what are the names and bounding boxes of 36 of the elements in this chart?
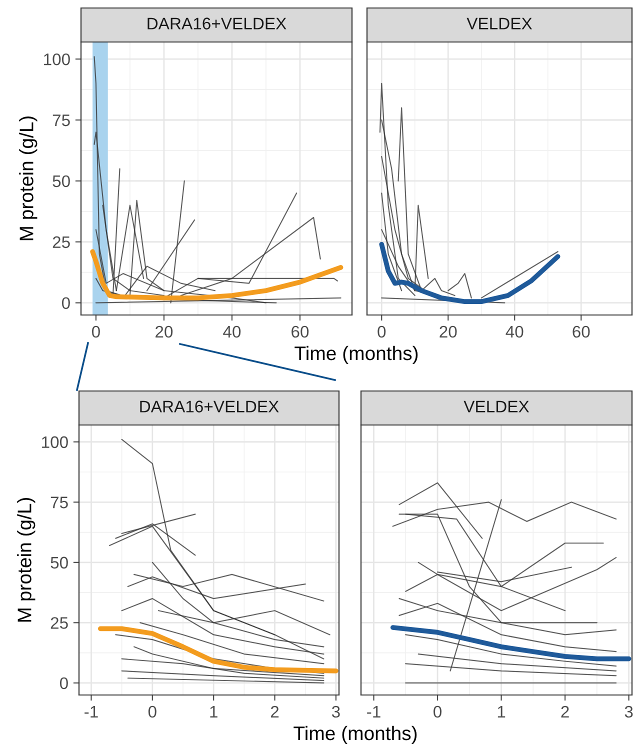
chart-title: VELDEX: [464, 400, 530, 412]
y-axis-title: M protein (g/L): [19, 116, 38, 240]
x-tick-label: 60: [292, 326, 309, 338]
x-tick-label: 2: [270, 706, 279, 718]
y-tick-label: 75: [50, 496, 68, 508]
x-tick-label: 0: [434, 706, 442, 718]
chart-title: DARA16+VELDEX: [140, 400, 279, 412]
y-tick-label: 0: [62, 297, 70, 310]
chart-title: DARA16+VELDEX: [148, 18, 286, 30]
x-tick-label: -1: [84, 706, 98, 718]
x-tick-label: -1: [367, 706, 380, 718]
x-tick-label: 60: [572, 326, 590, 338]
y-tick-label: 100: [42, 436, 68, 448]
chart-title: VELDEX: [466, 18, 532, 30]
y-tick-label: 50: [52, 175, 70, 188]
x-tick-label: 0: [92, 326, 100, 338]
y-tick-label: 25: [50, 617, 68, 629]
x-tick-label: 0: [148, 706, 156, 718]
x-tick-label: 2: [561, 706, 569, 718]
y-tick-label: 75: [52, 114, 70, 126]
x-tick-label: 0: [378, 326, 386, 338]
y-axis-title: M protein (g/L): [17, 498, 36, 622]
x-tick-label: 3: [624, 706, 633, 718]
x-axis-title: Time (months): [294, 726, 417, 744]
x-tick-label: 3: [332, 706, 340, 718]
y-tick-label: 50: [50, 556, 68, 569]
x-axis-title: Time (months): [294, 346, 418, 364]
x-tick-label: 1: [498, 706, 506, 718]
y-tick-label: 100: [44, 53, 70, 66]
x-tick-label: 20: [156, 326, 173, 338]
x-tick-label: 20: [440, 326, 457, 338]
y-tick-label: 0: [60, 677, 68, 690]
x-tick-label: 1: [210, 706, 218, 718]
x-tick-label: 40: [223, 326, 241, 338]
x-tick-label: 40: [506, 326, 524, 338]
y-tick-label: 25: [52, 236, 70, 248]
